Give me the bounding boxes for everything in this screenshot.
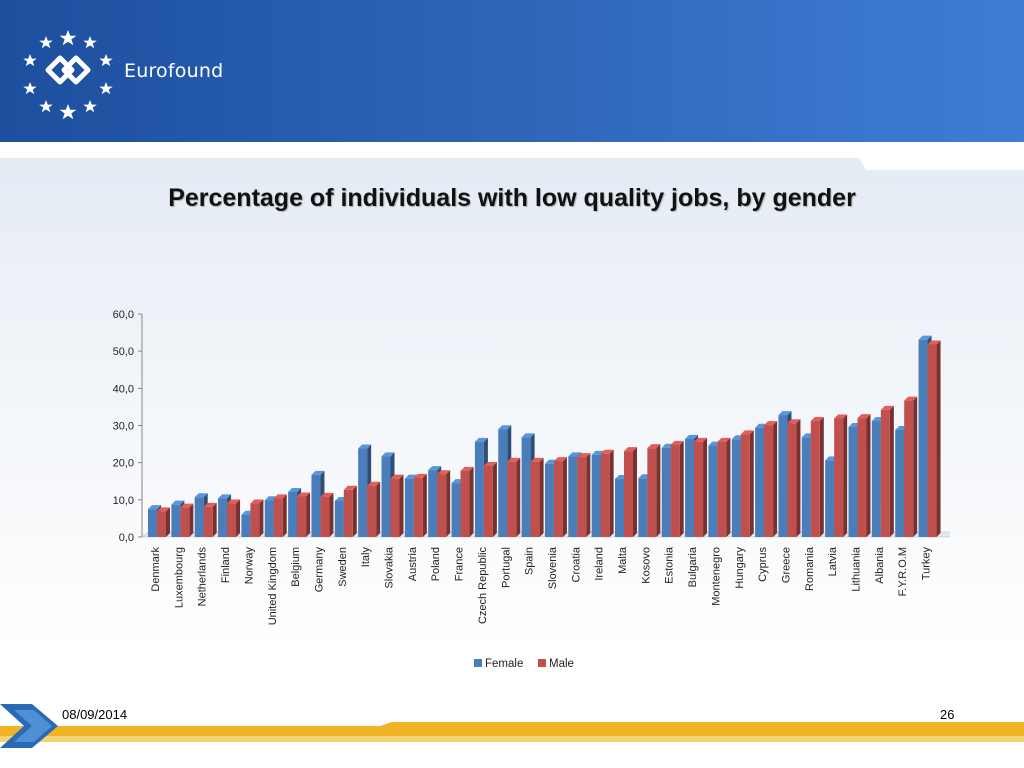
bar-male: [810, 417, 824, 537]
bar-male: [717, 437, 731, 537]
x-tick-label: Slovakia: [384, 546, 396, 588]
bar-male: [273, 494, 287, 537]
bar-male: [320, 492, 334, 537]
header-divider: [0, 142, 1024, 158]
x-tick-label: Germany: [313, 547, 325, 593]
bar-male: [343, 485, 357, 537]
x-tick-label: Portugal: [500, 547, 512, 588]
y-tick-label: 20,0: [113, 458, 134, 470]
footer-date: 08/09/2014: [62, 707, 128, 722]
y-tick-label: 10,0: [113, 495, 134, 507]
x-tick-label: Albania: [874, 546, 886, 584]
slide-title: Percentage of individuals with low quali…: [168, 184, 856, 212]
y-tick-label: 50,0: [113, 346, 134, 358]
x-tick-label: Estonia: [664, 546, 676, 584]
x-tick-label: Latvia: [827, 546, 839, 576]
x-tick-label: Austria: [407, 546, 419, 581]
header-tab-decoration: [850, 142, 1024, 170]
y-tick-label: 40,0: [113, 383, 134, 395]
x-tick-label: Turkey: [921, 547, 933, 581]
bar-male: [157, 507, 170, 537]
x-tick-label: Italy: [360, 547, 372, 568]
bar-male: [740, 430, 754, 537]
bar-male: [904, 396, 918, 537]
bar-male: [250, 499, 264, 537]
x-tick-label: Greece: [780, 547, 792, 583]
footer-bar: [0, 722, 1024, 742]
bar-male: [437, 470, 451, 537]
legend-label-female: Female: [485, 658, 523, 670]
bar-male: [600, 449, 614, 537]
x-tick-label: Ireland: [594, 547, 606, 581]
bar-male: [483, 462, 497, 537]
x-tick-label: Netherlands: [197, 547, 209, 607]
x-tick-label: Lithuania: [851, 546, 863, 592]
bar-male: [203, 502, 217, 537]
bar-male: [624, 447, 637, 537]
chart-legend: Female Male: [474, 658, 574, 670]
x-tick-label: France: [454, 547, 466, 581]
y-tick-label: 30,0: [113, 421, 134, 433]
bar-male: [180, 503, 194, 537]
bar-male: [670, 440, 684, 537]
bar-male: [927, 340, 941, 537]
bar-male: [297, 492, 311, 537]
y-tick-label: 0,0: [119, 532, 134, 544]
bar-male: [857, 414, 871, 537]
x-tick-label: Malta: [617, 546, 629, 574]
x-tick-label: Croatia: [570, 546, 582, 582]
x-tick-label: F.Y.R.O.M: [897, 547, 909, 596]
legend-swatch-male: [538, 659, 546, 667]
bar-male: [577, 453, 591, 537]
x-tick-label: Romania: [804, 546, 816, 591]
x-tick-label: Spain: [524, 547, 536, 575]
bar-chart: 0,0 10,0 20,0 30,0 40,0 50,0 60,0 Denmark Luxemb…: [113, 309, 950, 670]
legend-swatch-female: [474, 659, 482, 667]
x-tick-label: United Kingdom: [267, 547, 279, 625]
bar-male: [507, 457, 521, 537]
x-tick-label: Czech Republic: [477, 547, 489, 625]
bar-male: [530, 457, 544, 537]
legend-label-male: Male: [549, 658, 574, 670]
x-tick-label: Norway: [243, 547, 255, 585]
x-tick-label: Belgium: [290, 547, 302, 587]
brand-name: Eurofound: [124, 60, 224, 82]
x-tick-label: Cyprus: [757, 547, 769, 582]
x-tick-label: Bulgaria: [687, 546, 699, 587]
footer-arrow-icon: [0, 704, 58, 748]
bar-male: [553, 457, 567, 537]
x-tick-label: Slovenia: [547, 546, 559, 589]
x-tick-label: Finland: [220, 547, 232, 583]
x-tick-label: Poland: [430, 547, 442, 581]
x-tick-label: Hungary: [734, 547, 746, 589]
eurofound-logo-icon: [23, 30, 113, 120]
x-tick-label: Kosovo: [640, 547, 652, 584]
bar-male: [764, 421, 778, 537]
x-tick-label: Montenegro: [710, 547, 722, 606]
page-number: 26: [940, 707, 955, 722]
x-tick-label: Denmark: [150, 547, 162, 592]
x-tick-label: Luxembourg: [173, 547, 185, 608]
y-tick-label: 60,0: [113, 309, 134, 321]
bar-male: [694, 437, 708, 537]
bar-male: [880, 405, 894, 537]
chart-labels: 0,0 10,0 20,0 30,0 40,0 50,0 60,0 Denmark Luxemb…: [113, 309, 933, 625]
bar-male: [834, 414, 848, 537]
x-tick-label: Sweden: [337, 547, 349, 587]
chart-bars: [148, 335, 941, 537]
bar-male: [460, 466, 474, 537]
bar-male: [227, 499, 241, 537]
bar-male: [390, 474, 404, 537]
bar-male: [367, 481, 381, 537]
bar-male: [647, 444, 661, 537]
bar-male: [413, 473, 427, 537]
bar-male: [787, 419, 801, 537]
header-banner: [0, 0, 1024, 142]
